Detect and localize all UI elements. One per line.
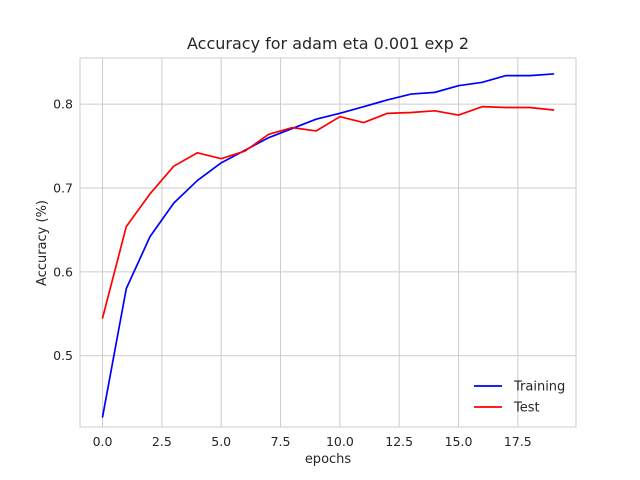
x-tick-label: 0.0 <box>93 434 113 449</box>
chart-title: Accuracy for adam eta 0.001 exp 2 <box>187 34 469 53</box>
x-tick-label: 17.5 <box>504 434 532 449</box>
tick-labels: 0.0 2.5 5.0 7.5 10.0 12.5 15.0 17.5 0.5 0.6 0.7 0.8 <box>53 97 532 449</box>
grid-lines <box>80 58 576 427</box>
y-tick-label: 0.5 <box>53 348 73 363</box>
y-axis-label: Accuracy (%) <box>35 200 50 286</box>
y-tick-label: 0.7 <box>53 180 73 195</box>
y-tick-label: 0.8 <box>53 97 73 112</box>
x-tick-label: 2.5 <box>152 434 172 449</box>
legend-label-test: Test <box>513 401 540 416</box>
x-tick-label: 15.0 <box>445 434 473 449</box>
y-tick-label: 0.6 <box>53 264 73 279</box>
legend-label-training: Training <box>513 380 565 395</box>
data-series <box>101 73 555 418</box>
x-axis-label: epochs <box>305 452 352 467</box>
series-line-test <box>101 105 555 319</box>
x-tick-label: 10.0 <box>326 434 354 449</box>
x-tick-label: 5.0 <box>211 434 231 449</box>
x-tick-label: 12.5 <box>385 434 413 449</box>
plot-area <box>79 57 577 428</box>
series-line-training <box>101 73 555 418</box>
x-tick-label: 7.5 <box>271 434 291 449</box>
legend: Training Test <box>474 380 565 416</box>
